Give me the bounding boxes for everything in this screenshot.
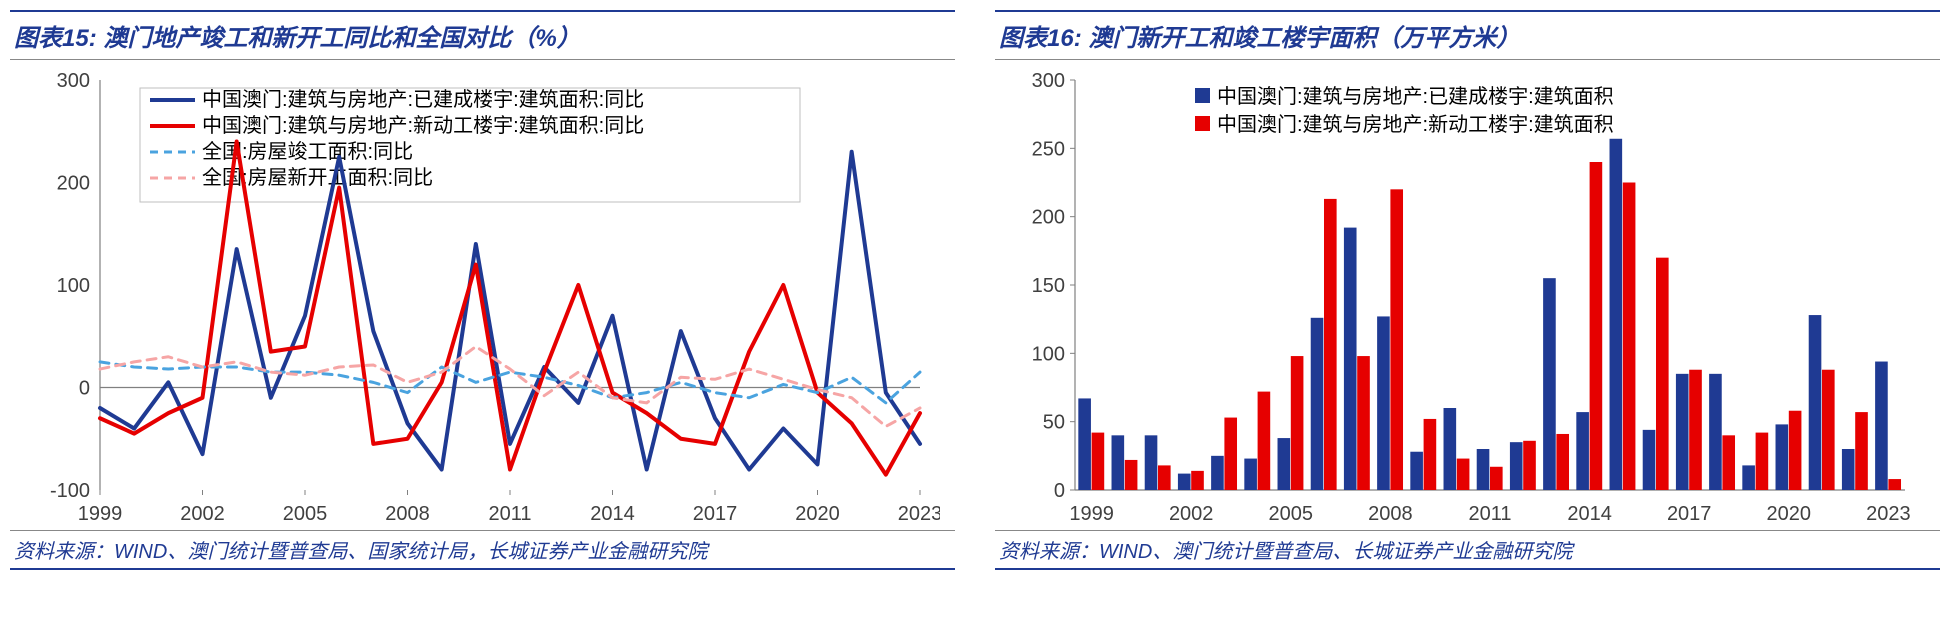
svg-text:2023: 2023: [1866, 503, 1911, 525]
svg-text:250: 250: [1032, 138, 1065, 160]
svg-text:2017: 2017: [693, 503, 738, 525]
chart-title-left: 图表15: 澳门地产竣工和新开工同比和全国对比（%）: [10, 10, 955, 60]
svg-text:100: 100: [57, 275, 90, 297]
svg-text:中国澳门:建筑与房地产:已建成楼宇:建筑面积:同比: 中国澳门:建筑与房地产:已建成楼宇:建筑面积:同比: [202, 88, 644, 111]
svg-text:0: 0: [1054, 480, 1065, 502]
svg-text:中国澳门:建筑与房地产:新动工楼宇:建筑面积: 中国澳门:建筑与房地产:新动工楼宇:建筑面积: [1217, 113, 1614, 136]
svg-text:中国澳门:建筑与房地产:新动工楼宇:建筑面积:同比: 中国澳门:建筑与房地产:新动工楼宇:建筑面积:同比: [202, 114, 644, 137]
chart-block-right: 图表16: 澳门新开工和竣工楼宇面积（万平方米） 0 50 100 150 200 250…: [995, 10, 1940, 570]
svg-text:2008: 2008: [385, 503, 430, 525]
svg-text:2011: 2011: [488, 503, 531, 525]
svg-text:2014: 2014: [590, 503, 635, 525]
svg-text:200: 200: [57, 173, 90, 195]
svg-text:2005: 2005: [1269, 503, 1314, 525]
bar-chart: 0 50 100 150 200 250 300 1999 2002 2005 2008 2011 20…: [995, 60, 1925, 530]
svg-text:-100: -100: [50, 480, 90, 502]
svg-text:2023: 2023: [898, 503, 940, 525]
svg-text:0: 0: [79, 378, 90, 400]
svg-text:150: 150: [1032, 275, 1065, 297]
line-chart: -100 0 100 200 300 1999 2002 2005 2008 2011 2014 20…: [10, 60, 940, 530]
svg-text:300: 300: [1032, 70, 1065, 92]
chart-source-left: 资料来源：WIND、澳门统计暨普查局、国家统计局，长城证券产业金融研究院: [10, 530, 955, 570]
svg-text:中国澳门:建筑与房地产:已建成楼宇:建筑面积: 中国澳门:建筑与房地产:已建成楼宇:建筑面积: [1217, 85, 1614, 108]
svg-text:2020: 2020: [1767, 503, 1812, 525]
svg-text:200: 200: [1032, 207, 1065, 229]
chart-area-left: -100 0 100 200 300 1999 2002 2005 2008 2011 2014 20…: [10, 60, 955, 530]
svg-text:1999: 1999: [1069, 503, 1114, 525]
svg-text:2011: 2011: [1468, 503, 1511, 525]
svg-text:2005: 2005: [283, 503, 328, 525]
svg-text:50: 50: [1043, 412, 1065, 434]
svg-text:2008: 2008: [1368, 503, 1413, 525]
svg-text:2014: 2014: [1567, 503, 1612, 525]
chart-block-left: 图表15: 澳门地产竣工和新开工同比和全国对比（%） -100 0 100 200 30…: [10, 10, 955, 570]
svg-text:2020: 2020: [795, 503, 840, 525]
svg-text:2017: 2017: [1667, 503, 1712, 525]
svg-text:全国:房屋新开工面积:同比: 全国:房屋新开工面积:同比: [202, 166, 433, 189]
svg-text:2002: 2002: [1169, 503, 1214, 525]
chart-title-right: 图表16: 澳门新开工和竣工楼宇面积（万平方米）: [995, 10, 1940, 60]
svg-text:100: 100: [1032, 343, 1065, 365]
charts-row: 图表15: 澳门地产竣工和新开工同比和全国对比（%） -100 0 100 200 30…: [10, 10, 1940, 570]
svg-text:300: 300: [57, 70, 90, 92]
chart-source-right: 资料来源：WIND、澳门统计暨普查局、长城证券产业金融研究院: [995, 530, 1940, 570]
svg-text:1999: 1999: [78, 503, 123, 525]
svg-text:2002: 2002: [180, 503, 225, 525]
chart-area-right: 0 50 100 150 200 250 300 1999 2002 2005 2008 2011 20…: [995, 60, 1940, 530]
